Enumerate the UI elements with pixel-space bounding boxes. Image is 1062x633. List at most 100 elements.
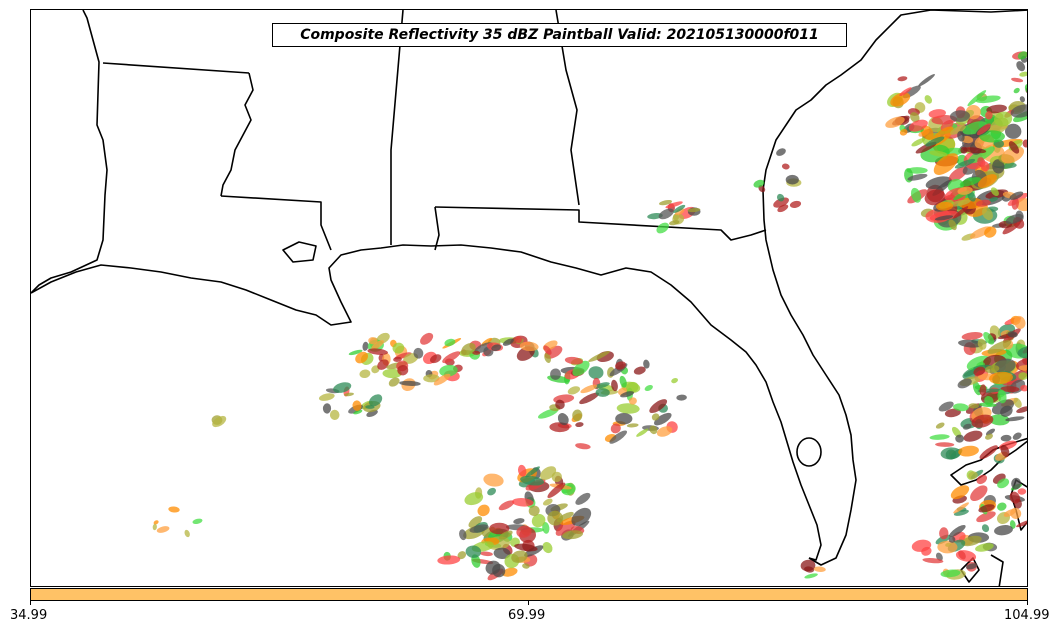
- paintball-layer: [152, 51, 1027, 581]
- paintball-blob: [980, 161, 990, 172]
- paintball-blob: [513, 518, 525, 525]
- paintball-blob: [359, 369, 371, 379]
- paintball-blob: [978, 504, 995, 513]
- paintball-blob: [968, 403, 979, 409]
- paintball-blob: [522, 563, 530, 569]
- paintball-blob: [444, 338, 456, 347]
- texas-louisiana-border: [31, 10, 108, 294]
- map-panel: Composite Reflectivity 35 dBZ Paintball …: [30, 9, 1028, 587]
- paintball-blob: [651, 413, 660, 421]
- paintball-blob: [967, 191, 976, 202]
- paintball-blob: [986, 104, 1007, 114]
- paintball-blob: [785, 174, 799, 185]
- paintball-blob: [1017, 345, 1027, 359]
- paintball-blob: [461, 343, 476, 356]
- paintball-blob: [671, 378, 678, 384]
- paintball-blob: [511, 550, 528, 563]
- paintball-blob: [413, 347, 424, 359]
- paintball-blob: [965, 563, 978, 570]
- paintball-blob: [459, 529, 467, 541]
- paintball-blob: [929, 434, 950, 440]
- paintball-blob: [318, 393, 335, 401]
- paintball-blob: [953, 509, 969, 516]
- paintball-blob: [957, 186, 973, 195]
- paintball-blob: [547, 482, 566, 499]
- paintball-blob: [656, 426, 673, 437]
- paintball-blob: [579, 392, 600, 405]
- paintball-blob: [1017, 488, 1027, 495]
- paintball-blob: [399, 380, 421, 386]
- paintball-blob: [656, 222, 669, 234]
- paintball-blob: [593, 382, 610, 389]
- paintball-blob: [516, 525, 532, 538]
- paintball-blob: [955, 550, 977, 562]
- paintball-blob: [647, 213, 663, 220]
- paintball-blob: [588, 366, 604, 380]
- paintball-blob: [979, 130, 1005, 143]
- paintball-blob: [1011, 477, 1022, 490]
- paintball-blob: [580, 384, 598, 394]
- paintball-blob: [572, 360, 590, 377]
- lake-pontchartrain: [282, 241, 317, 263]
- paintball-blob: [557, 413, 569, 426]
- paintball-blob: [514, 543, 538, 552]
- paintball-blob: [800, 559, 816, 572]
- paintball-blob: [899, 128, 908, 136]
- paintball-blob: [933, 153, 959, 175]
- paintball-blob: [192, 518, 203, 524]
- paintball-blob: [367, 348, 388, 355]
- paintball-blob: [687, 208, 701, 213]
- paintball-blob: [970, 485, 988, 501]
- paintball-blob: [789, 200, 802, 208]
- paintball-blob: [464, 492, 484, 506]
- paintball-blob: [911, 138, 925, 147]
- paintball-blob: [1005, 123, 1022, 139]
- paintball-blob: [885, 116, 905, 128]
- paintball-blob: [994, 358, 1016, 374]
- paintball-blob: [620, 391, 635, 398]
- paintball-blob: [562, 530, 584, 540]
- paintball-blob: [491, 344, 502, 352]
- paintball-blob: [979, 445, 998, 460]
- paintball-blob: [967, 146, 995, 164]
- paintball-blob: [963, 430, 983, 442]
- paintball-blob: [987, 340, 1012, 354]
- paintball-blob: [633, 366, 646, 375]
- alabama-georgia-border: [555, 10, 580, 206]
- paintball-blob: [423, 374, 440, 383]
- map-canvas: [31, 10, 1027, 586]
- paintball-blob: [588, 351, 610, 362]
- paintball-blob: [925, 136, 945, 147]
- paintball-blob: [776, 193, 785, 202]
- paintball-blob: [502, 567, 518, 577]
- paintball-blob: [890, 92, 911, 107]
- paintball-blob: [518, 464, 527, 477]
- paintball-blob: [480, 551, 493, 557]
- keys-fragment: [990, 554, 1004, 586]
- paintball-blob: [997, 389, 1007, 404]
- paintball-blob: [485, 560, 501, 575]
- paintball-blob: [1000, 386, 1020, 393]
- paintball-blob: [595, 388, 610, 397]
- paintball-blob: [382, 368, 402, 379]
- paintball-blob: [168, 506, 180, 513]
- paintball-blob: [609, 430, 628, 444]
- arkansas-louisiana-border: [102, 62, 250, 74]
- paintball-blob: [935, 201, 954, 211]
- paintball-blob: [542, 522, 550, 534]
- paintball-blob: [1012, 432, 1022, 440]
- paintball-blob: [944, 408, 961, 418]
- map-title: Composite Reflectivity 35 dBZ Paintball …: [272, 23, 847, 47]
- paintball-blob: [955, 434, 964, 443]
- paintball-blob: [1017, 51, 1027, 60]
- paintball-blob: [1008, 141, 1020, 154]
- colorbar: [30, 588, 1028, 601]
- paintball-blob: [985, 428, 996, 436]
- paintball-blob: [493, 547, 511, 560]
- paintball-blob: [981, 524, 990, 533]
- paintball-blob: [575, 443, 591, 450]
- paintball-blob: [910, 112, 920, 123]
- paintball-blob: [939, 527, 949, 540]
- paintball-blob: [184, 529, 190, 538]
- paintball-blob: [575, 492, 591, 505]
